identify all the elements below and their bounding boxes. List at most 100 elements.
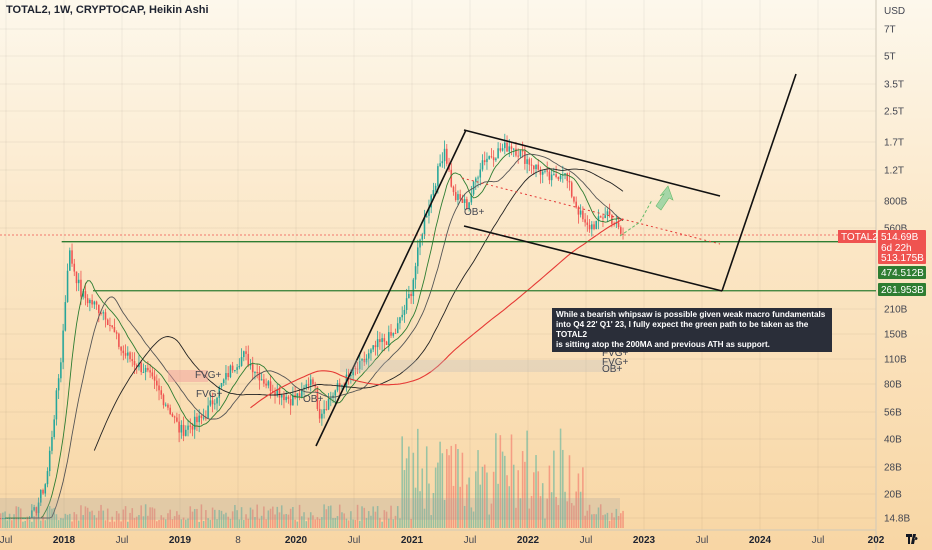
candle-body [4,518,6,519]
volume-bar [401,436,403,528]
candle-body [55,390,58,420]
ob-zone [0,498,620,520]
candle-body [584,219,586,223]
volume-bar [408,446,410,528]
volume-bar [524,461,526,528]
volume-bar [537,471,540,528]
volume-bar [55,514,58,528]
volume-bar [593,514,595,528]
candle-body [202,417,205,419]
volume-bar [620,513,622,528]
volume-bar [591,514,593,528]
candle-body [408,293,410,299]
candle-body [193,416,196,430]
volume-bar [216,519,218,528]
candle-body [33,507,35,511]
candle-body [91,299,93,305]
candle-body [240,357,243,366]
annotation-box: While a bearish whipsaw is possible give… [552,308,832,352]
candle-body [350,375,352,377]
volume-bar [461,452,464,528]
volume-bar [95,517,98,528]
candle-body [546,170,548,172]
volume-bar [231,511,234,528]
candle-body [227,373,229,378]
candle-body [477,177,479,179]
volume-bar [535,455,537,528]
candle-body [60,362,62,379]
volume-bar [376,505,379,528]
candle-body [187,425,189,430]
candle-body [11,518,13,519]
candle-body [102,312,105,314]
zone-label: FVG+ [602,348,629,359]
x-tick-label: 2020 [285,535,308,546]
volume-bar [399,518,401,528]
candle-body [51,437,53,451]
candle-body [396,323,399,334]
volume-bar [205,510,207,528]
x-tick-label: 2021 [401,535,424,546]
candle-body [263,379,265,384]
volume-bar [274,514,276,528]
candle-body [109,325,111,327]
candle-body [35,507,38,514]
volume-bar [301,516,303,528]
volume-bar [129,512,131,528]
volume-bar [497,483,499,528]
volume-bar [280,505,283,528]
volume-bar [568,455,571,528]
volume-bar [26,516,29,528]
volume-bar [182,517,185,528]
volume-bar [13,514,15,528]
volume-bar [330,505,332,528]
candle-body [325,409,328,411]
candle-body [388,332,390,345]
volume-bar [381,521,383,528]
candle-body [356,368,359,370]
candle-body [162,394,165,406]
candle-body [553,174,555,176]
volume-bar [11,520,13,528]
volume-bar [481,466,484,528]
volume-bar [521,451,524,528]
volume-bar [276,506,279,528]
candle-body [236,367,238,370]
candle-body [312,379,314,385]
volume-bar [28,519,31,528]
candle-body [178,421,180,433]
volume-bar [171,519,174,528]
volume-bar [287,514,290,528]
volume-bar [75,514,78,528]
candle-body [597,216,600,221]
volume-bar [425,446,428,528]
candle-body [434,185,437,191]
volume-bar [265,519,267,528]
volume-bar [40,520,42,528]
candle-body [156,380,158,386]
volume-bar [15,506,18,528]
price-badge-tag [838,230,876,243]
volume-bar [454,444,457,528]
volume-bar [341,512,343,528]
candle-body [401,314,403,318]
candle-body [95,301,98,305]
candle-body [425,215,428,218]
candle-body [37,502,40,514]
candle-body [327,399,330,410]
volume-bar [269,508,272,528]
volume-bar [256,504,258,528]
y-tick-label: 14.8B [884,514,910,525]
ma-long-line [93,168,624,451]
x-tick-label: Jul [348,535,361,546]
volume-bar [405,458,408,528]
volume-bar [283,514,285,528]
x-tick-label: 202 [868,535,885,546]
volume-bar [138,515,140,528]
volume-bar [602,515,604,528]
candle-body [158,385,160,391]
candle-body [367,353,370,359]
volume-bar [334,517,337,528]
candle-body [93,301,96,305]
